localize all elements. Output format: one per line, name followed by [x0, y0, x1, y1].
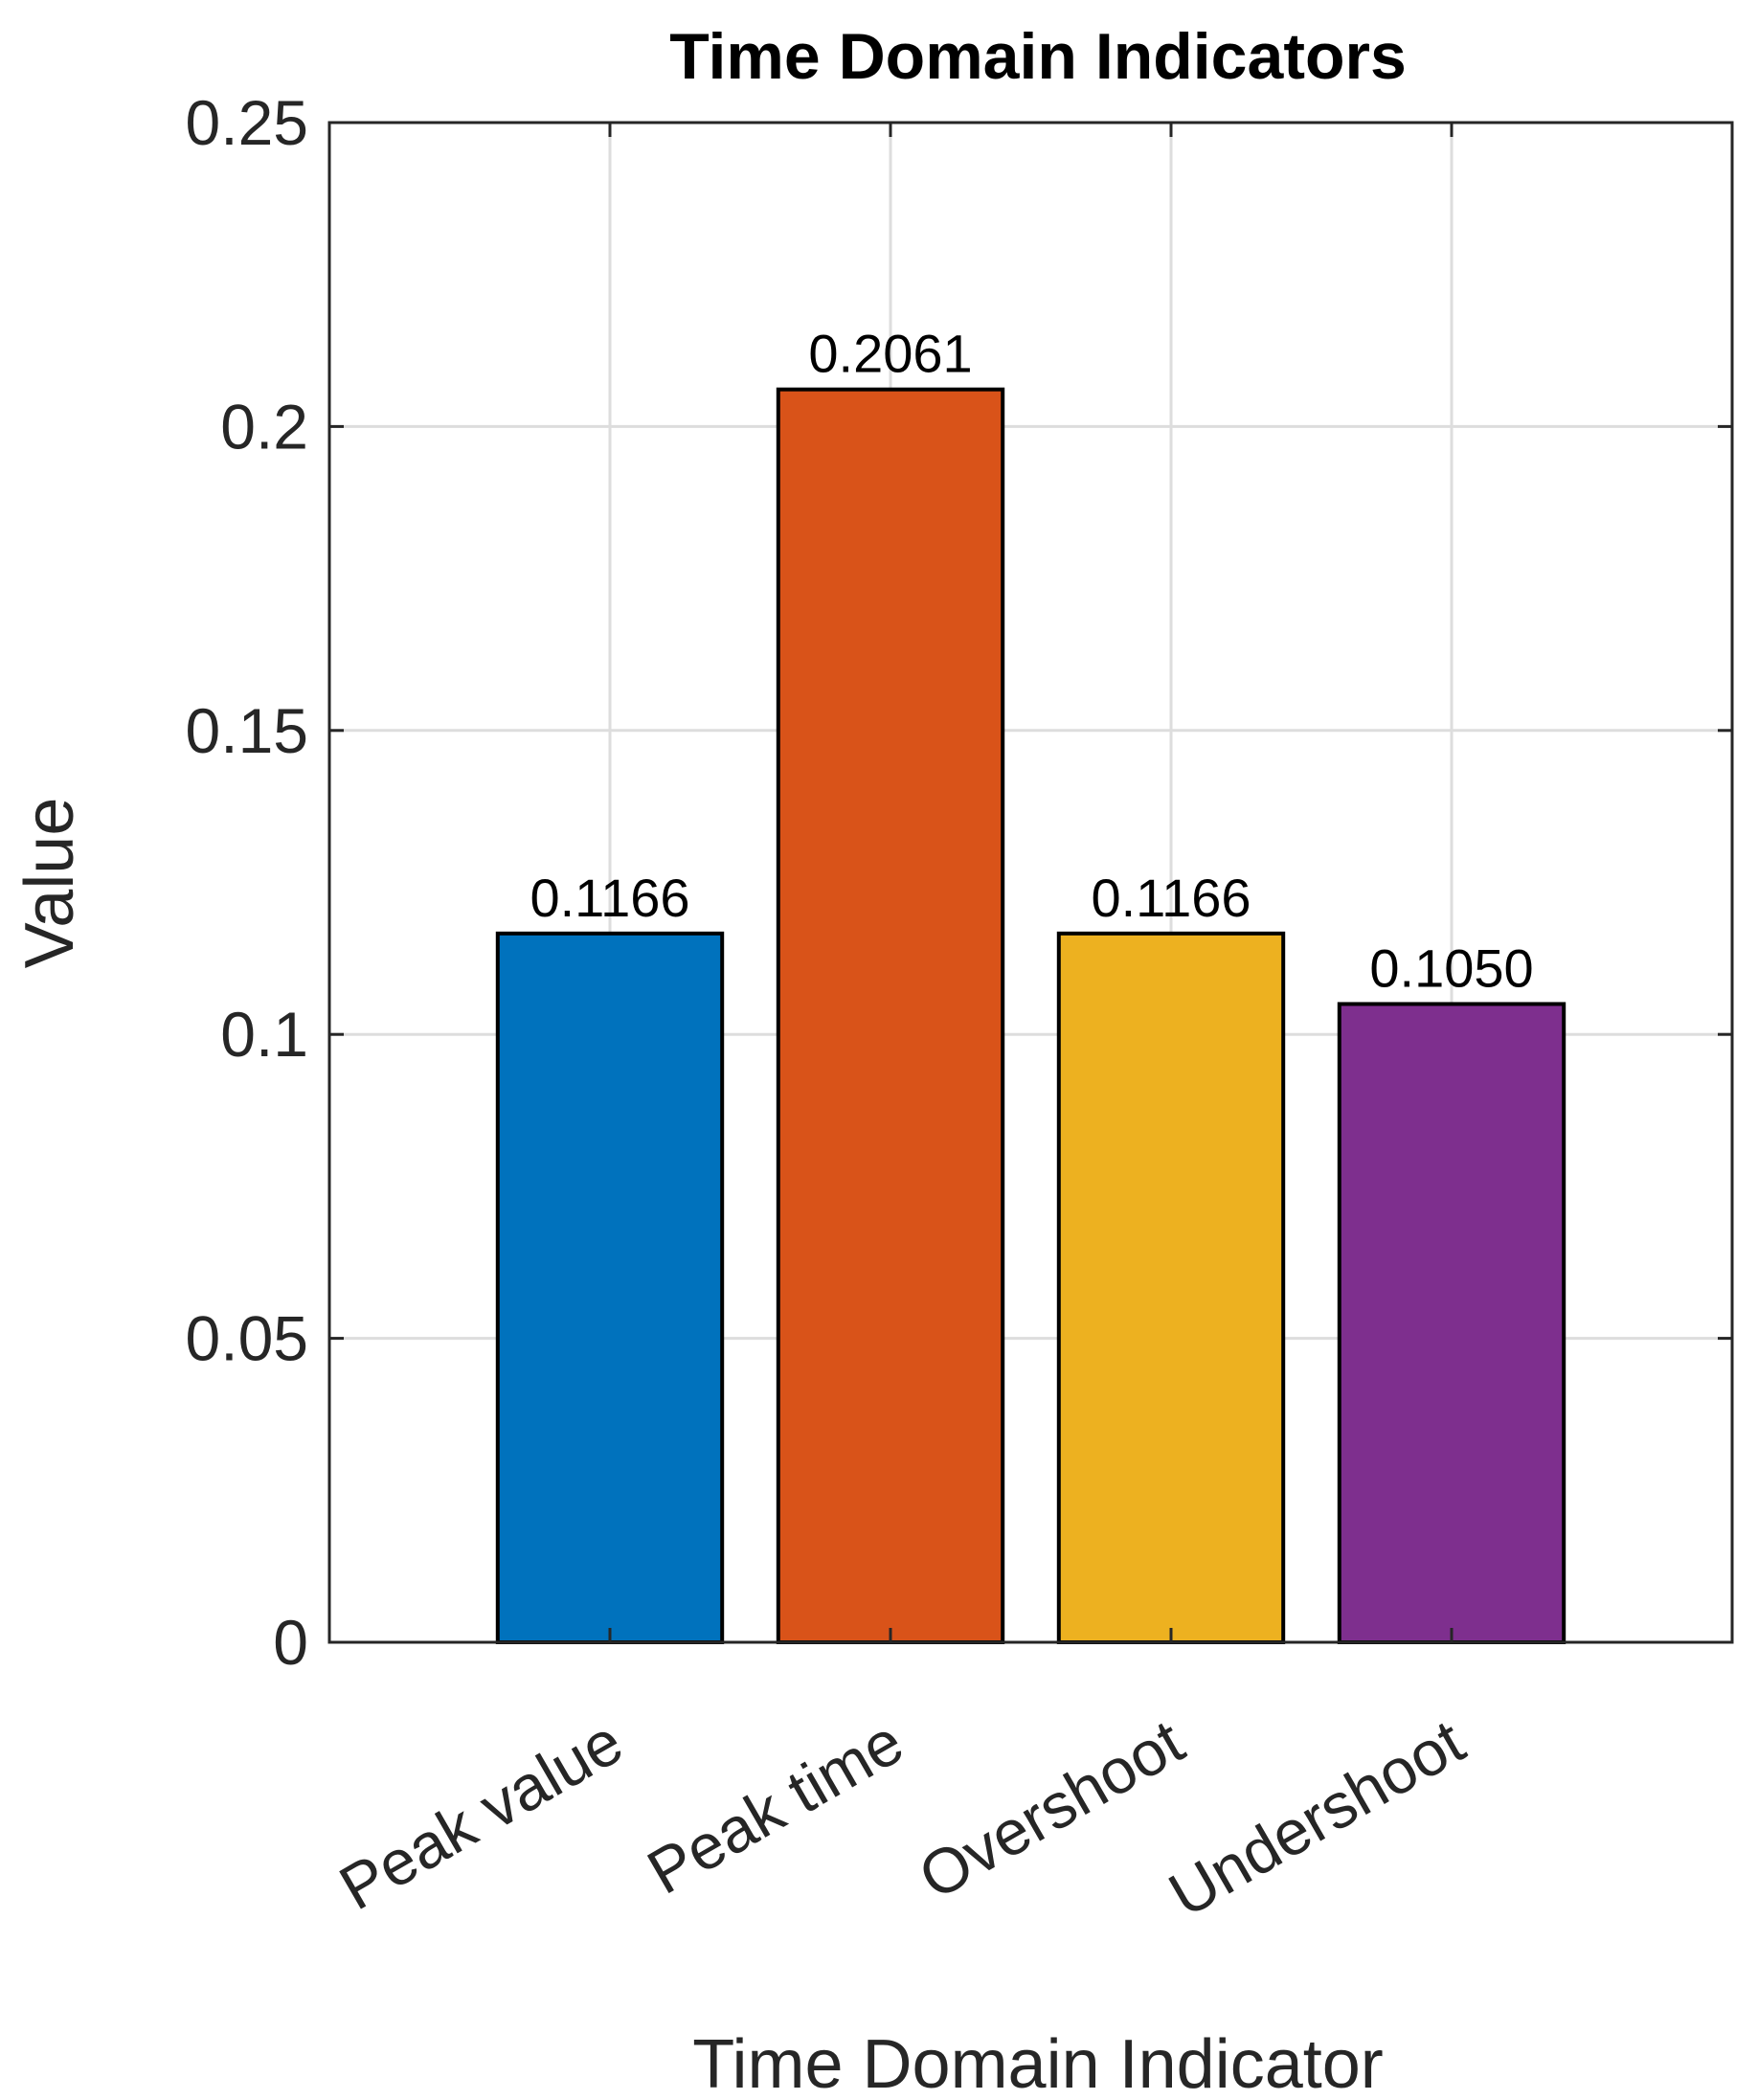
x-axis-label: Time Domain Indicator: [692, 2026, 1384, 2100]
data-labels: 0.1166 0.2061 0.1166 0.1050: [530, 324, 1533, 999]
data-label: 0.1166: [1091, 868, 1251, 928]
y-tick-labels: 0 0.05 0.1 0.15 0.2 0.25: [186, 87, 308, 1678]
data-label: 0.1050: [1369, 937, 1533, 998]
chart-title: Time Domain Indicators: [669, 20, 1407, 93]
bar: [776, 387, 1005, 1644]
bars: [495, 387, 1566, 1644]
bar: [495, 931, 725, 1644]
data-label: 0.2061: [808, 324, 972, 384]
data-label: 0.1166: [530, 868, 689, 928]
bar: [1056, 931, 1286, 1644]
y-tick-label: 0.2: [220, 391, 308, 462]
plot-frame: [327, 121, 1734, 1644]
y-tick-label: 0.05: [186, 1303, 308, 1374]
y-tick-label: 0.1: [220, 999, 308, 1070]
tick-marks: [329, 121, 1732, 1644]
y-axis-label: Value: [11, 798, 88, 969]
bar: [1337, 1002, 1566, 1644]
y-tick-label: 0.25: [186, 87, 308, 158]
y-tick-label: 0.15: [186, 695, 308, 766]
y-tick-label: 0: [273, 1607, 308, 1678]
